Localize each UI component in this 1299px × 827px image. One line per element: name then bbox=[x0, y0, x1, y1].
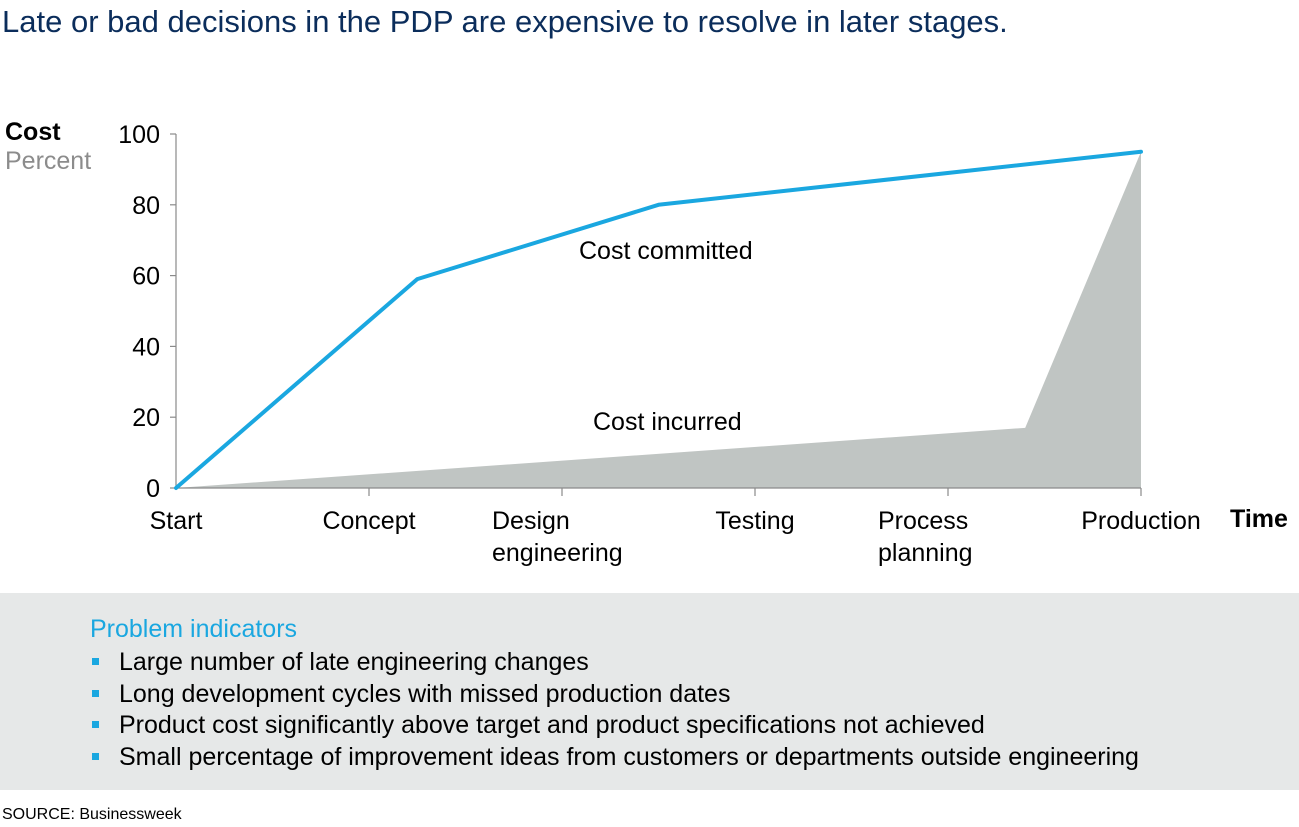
bullet-square-icon bbox=[92, 753, 99, 761]
y-tick-label: 80 bbox=[132, 192, 160, 220]
problem-indicators-panel: Problem indicators Large number of late … bbox=[0, 593, 1299, 790]
bullet-square-icon bbox=[92, 721, 99, 729]
indicator-item: Product cost significantly above target … bbox=[90, 710, 1139, 742]
panel-title: Problem indicators bbox=[90, 615, 298, 643]
x-tick-label: Process bbox=[878, 507, 968, 535]
x-tick-label: Start bbox=[150, 507, 203, 535]
indicator-item: Small percentage of improvement ideas fr… bbox=[90, 742, 1139, 774]
bullet-square-icon bbox=[92, 658, 99, 665]
y-axis-unit: Percent bbox=[5, 147, 92, 175]
x-tick-label: Production bbox=[1081, 507, 1201, 535]
y-axis-label: Cost bbox=[5, 118, 61, 146]
x-tick-label: engineering bbox=[492, 539, 623, 567]
y-tick-label: 100 bbox=[118, 121, 160, 149]
bullet-square-icon bbox=[92, 689, 99, 697]
cost-committed-line bbox=[174, 149, 1143, 490]
indicator-list: Large number of late engineering changes… bbox=[90, 647, 1139, 774]
indicator-item: Large number of late engineering changes bbox=[90, 647, 1139, 679]
y-tick-label: 0 bbox=[146, 475, 160, 503]
indicator-item: Long development cycles with missed prod… bbox=[90, 679, 1139, 711]
x-tick-label: planning bbox=[878, 539, 973, 567]
cost-incurred-area bbox=[176, 151, 1141, 488]
cost-incurred-label: Cost incurred bbox=[593, 408, 742, 436]
source-note: SOURCE: Businessweek bbox=[2, 806, 182, 823]
x-tick-label: Concept bbox=[322, 507, 415, 535]
cost-committed-label: Cost committed bbox=[579, 237, 753, 265]
y-tick-label: 40 bbox=[132, 333, 160, 361]
cost-chart: 0 20 40 60 80 100 Start Concept Design engineerin… bbox=[118, 121, 1201, 567]
x-tick-label: Design bbox=[492, 507, 570, 535]
x-tick-label: Testing bbox=[715, 507, 794, 535]
y-tick-label: 60 bbox=[132, 263, 160, 291]
y-tick-label: 20 bbox=[132, 404, 160, 432]
page-title: Late or bad decisions in the PDP are exp… bbox=[2, 4, 1008, 39]
x-axis-label: Time bbox=[1230, 505, 1288, 533]
